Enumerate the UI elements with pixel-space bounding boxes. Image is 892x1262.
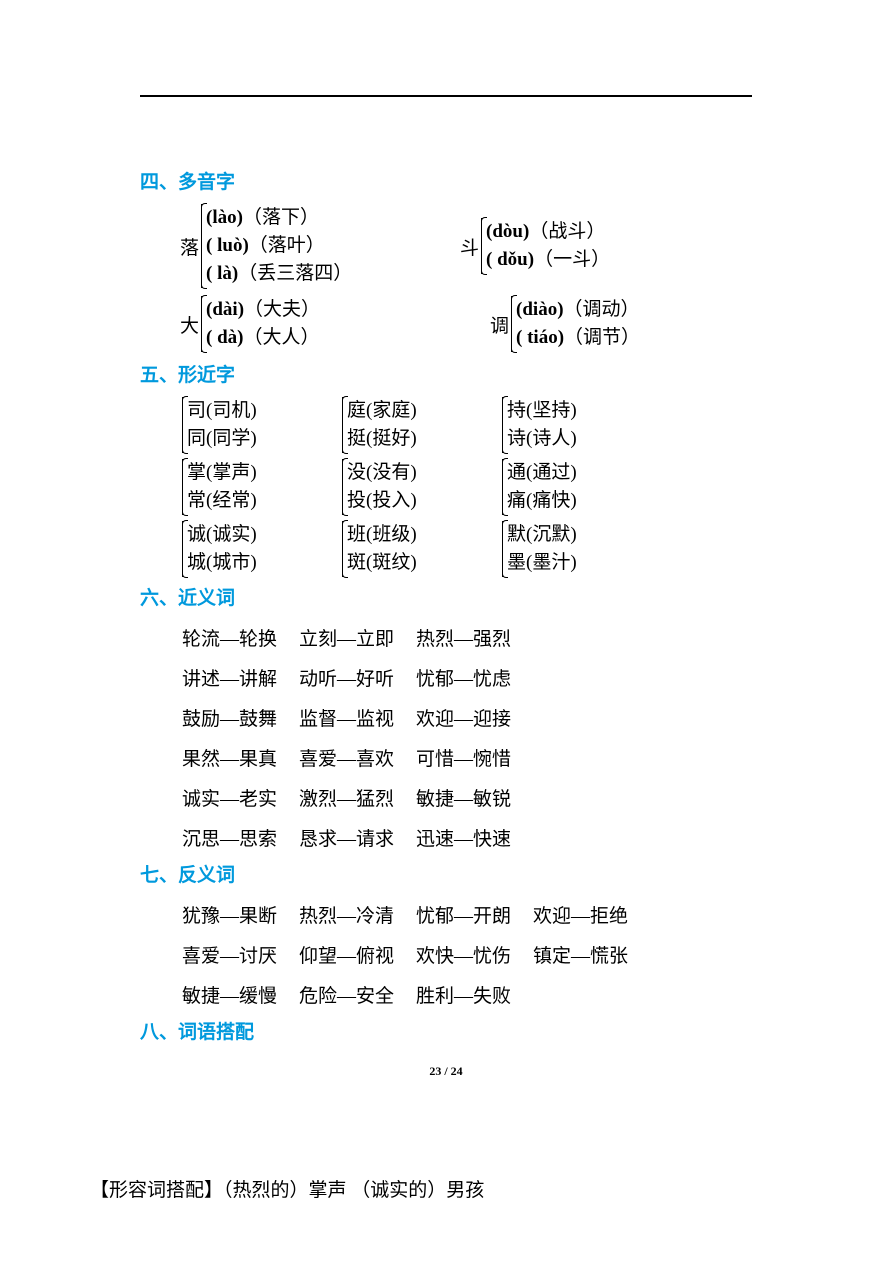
similar-g5: 没(没有)投(投入) — [342, 459, 502, 515]
brace: (lào)（落下） ( luò)（落叶） ( là)（丢三落四） — [201, 204, 352, 288]
char-dou: 斗 — [460, 233, 479, 260]
document-page: 四、多音字 落 (lào)（落下） ( luò)（落叶） ( là)（丢三落四）… — [0, 0, 892, 1079]
section-4-content: 落 (lào)（落下） ( luò)（落叶） ( là)（丢三落四） 斗 (dò… — [180, 204, 752, 352]
brace: (dài)（大夫） ( dà)（大人） — [201, 296, 320, 352]
page-number: 23 / 24 — [140, 1064, 752, 1079]
ant-row: 犹豫—果断热烈—冷清忧郁—开朗欢迎—拒绝 — [182, 897, 752, 937]
section-6-title: 六、近义词 — [140, 583, 752, 610]
multisound-da: 大 (dài)（大夫） ( dà)（大人） — [180, 296, 460, 352]
similar-g2: 庭(家庭)挺(挺好) — [342, 397, 502, 453]
syn-row: 鼓励—鼓舞监督—监视欢迎—迎接 — [182, 700, 752, 740]
syn-row: 沉思—思索恳求—请求迅速—快速 — [182, 820, 752, 860]
section-4-title: 四、多音字 — [140, 167, 752, 194]
ant-row: 喜爱—讨厌仰望—俯视欢快—忧伤镇定—慌张 — [182, 937, 752, 977]
syn-row: 讲述—讲解动听—好听忧郁—忧虑 — [182, 660, 752, 700]
syn-row: 果然—果真喜爱—喜欢可惜—惋惜 — [182, 740, 752, 780]
similar-g3: 持(坚持)诗(诗人) — [502, 397, 662, 453]
section-7-title: 七、反义词 — [140, 860, 752, 887]
ant-row: 敏捷—缓慢危险—安全胜利—失败 — [182, 977, 752, 1017]
similar-g1: 司(司机)同(同学) — [182, 397, 342, 453]
multisound-dou: 斗 (dòu)（战斗） ( dǒu)（一斗） — [460, 204, 720, 288]
similar-g4: 掌(掌声)常(经常) — [182, 459, 342, 515]
top-rule — [140, 95, 752, 97]
similar-g9: 默(沉默)墨(墨汁) — [502, 521, 662, 577]
section-6-content: 轮流—轮换立刻—立即热烈—强烈 讲述—讲解动听—好听忧郁—忧虑 鼓励—鼓舞监督—… — [180, 620, 752, 860]
syn-row: 轮流—轮换立刻—立即热烈—强烈 — [182, 620, 752, 660]
brace: (diào)（调动） ( tiáo)（调节） — [511, 296, 640, 352]
footer-text: 【形容词搭配】（热烈的）掌声 （诚实的）男孩 — [90, 1175, 484, 1202]
brace: (dòu)（战斗） ( dǒu)（一斗） — [481, 218, 610, 274]
char-diao: 调 — [490, 311, 509, 338]
similar-g7: 诚(诚实)城(城市) — [182, 521, 342, 577]
char-da: 大 — [180, 311, 199, 338]
char-luo: 落 — [180, 233, 199, 260]
section-5-title: 五、形近字 — [140, 360, 752, 387]
multisound-diao: 调 (diào)（调动） ( tiáo)（调节） — [490, 296, 750, 352]
similar-g6: 通(通过)痛(痛快) — [502, 459, 662, 515]
section-5-content: 司(司机)同(同学) 庭(家庭)挺(挺好) 持(坚持)诗(诗人) 掌(掌声)常(… — [180, 397, 752, 577]
section-7-content: 犹豫—果断热烈—冷清忧郁—开朗欢迎—拒绝 喜爱—讨厌仰望—俯视欢快—忧伤镇定—慌… — [180, 897, 752, 1017]
multisound-luo: 落 (lào)（落下） ( luò)（落叶） ( là)（丢三落四） — [180, 204, 460, 288]
similar-g8: 班(班级)斑(斑纹) — [342, 521, 502, 577]
syn-row: 诚实—老实激烈—猛烈敏捷—敏锐 — [182, 780, 752, 820]
section-8-title: 八、词语搭配 — [140, 1017, 752, 1044]
